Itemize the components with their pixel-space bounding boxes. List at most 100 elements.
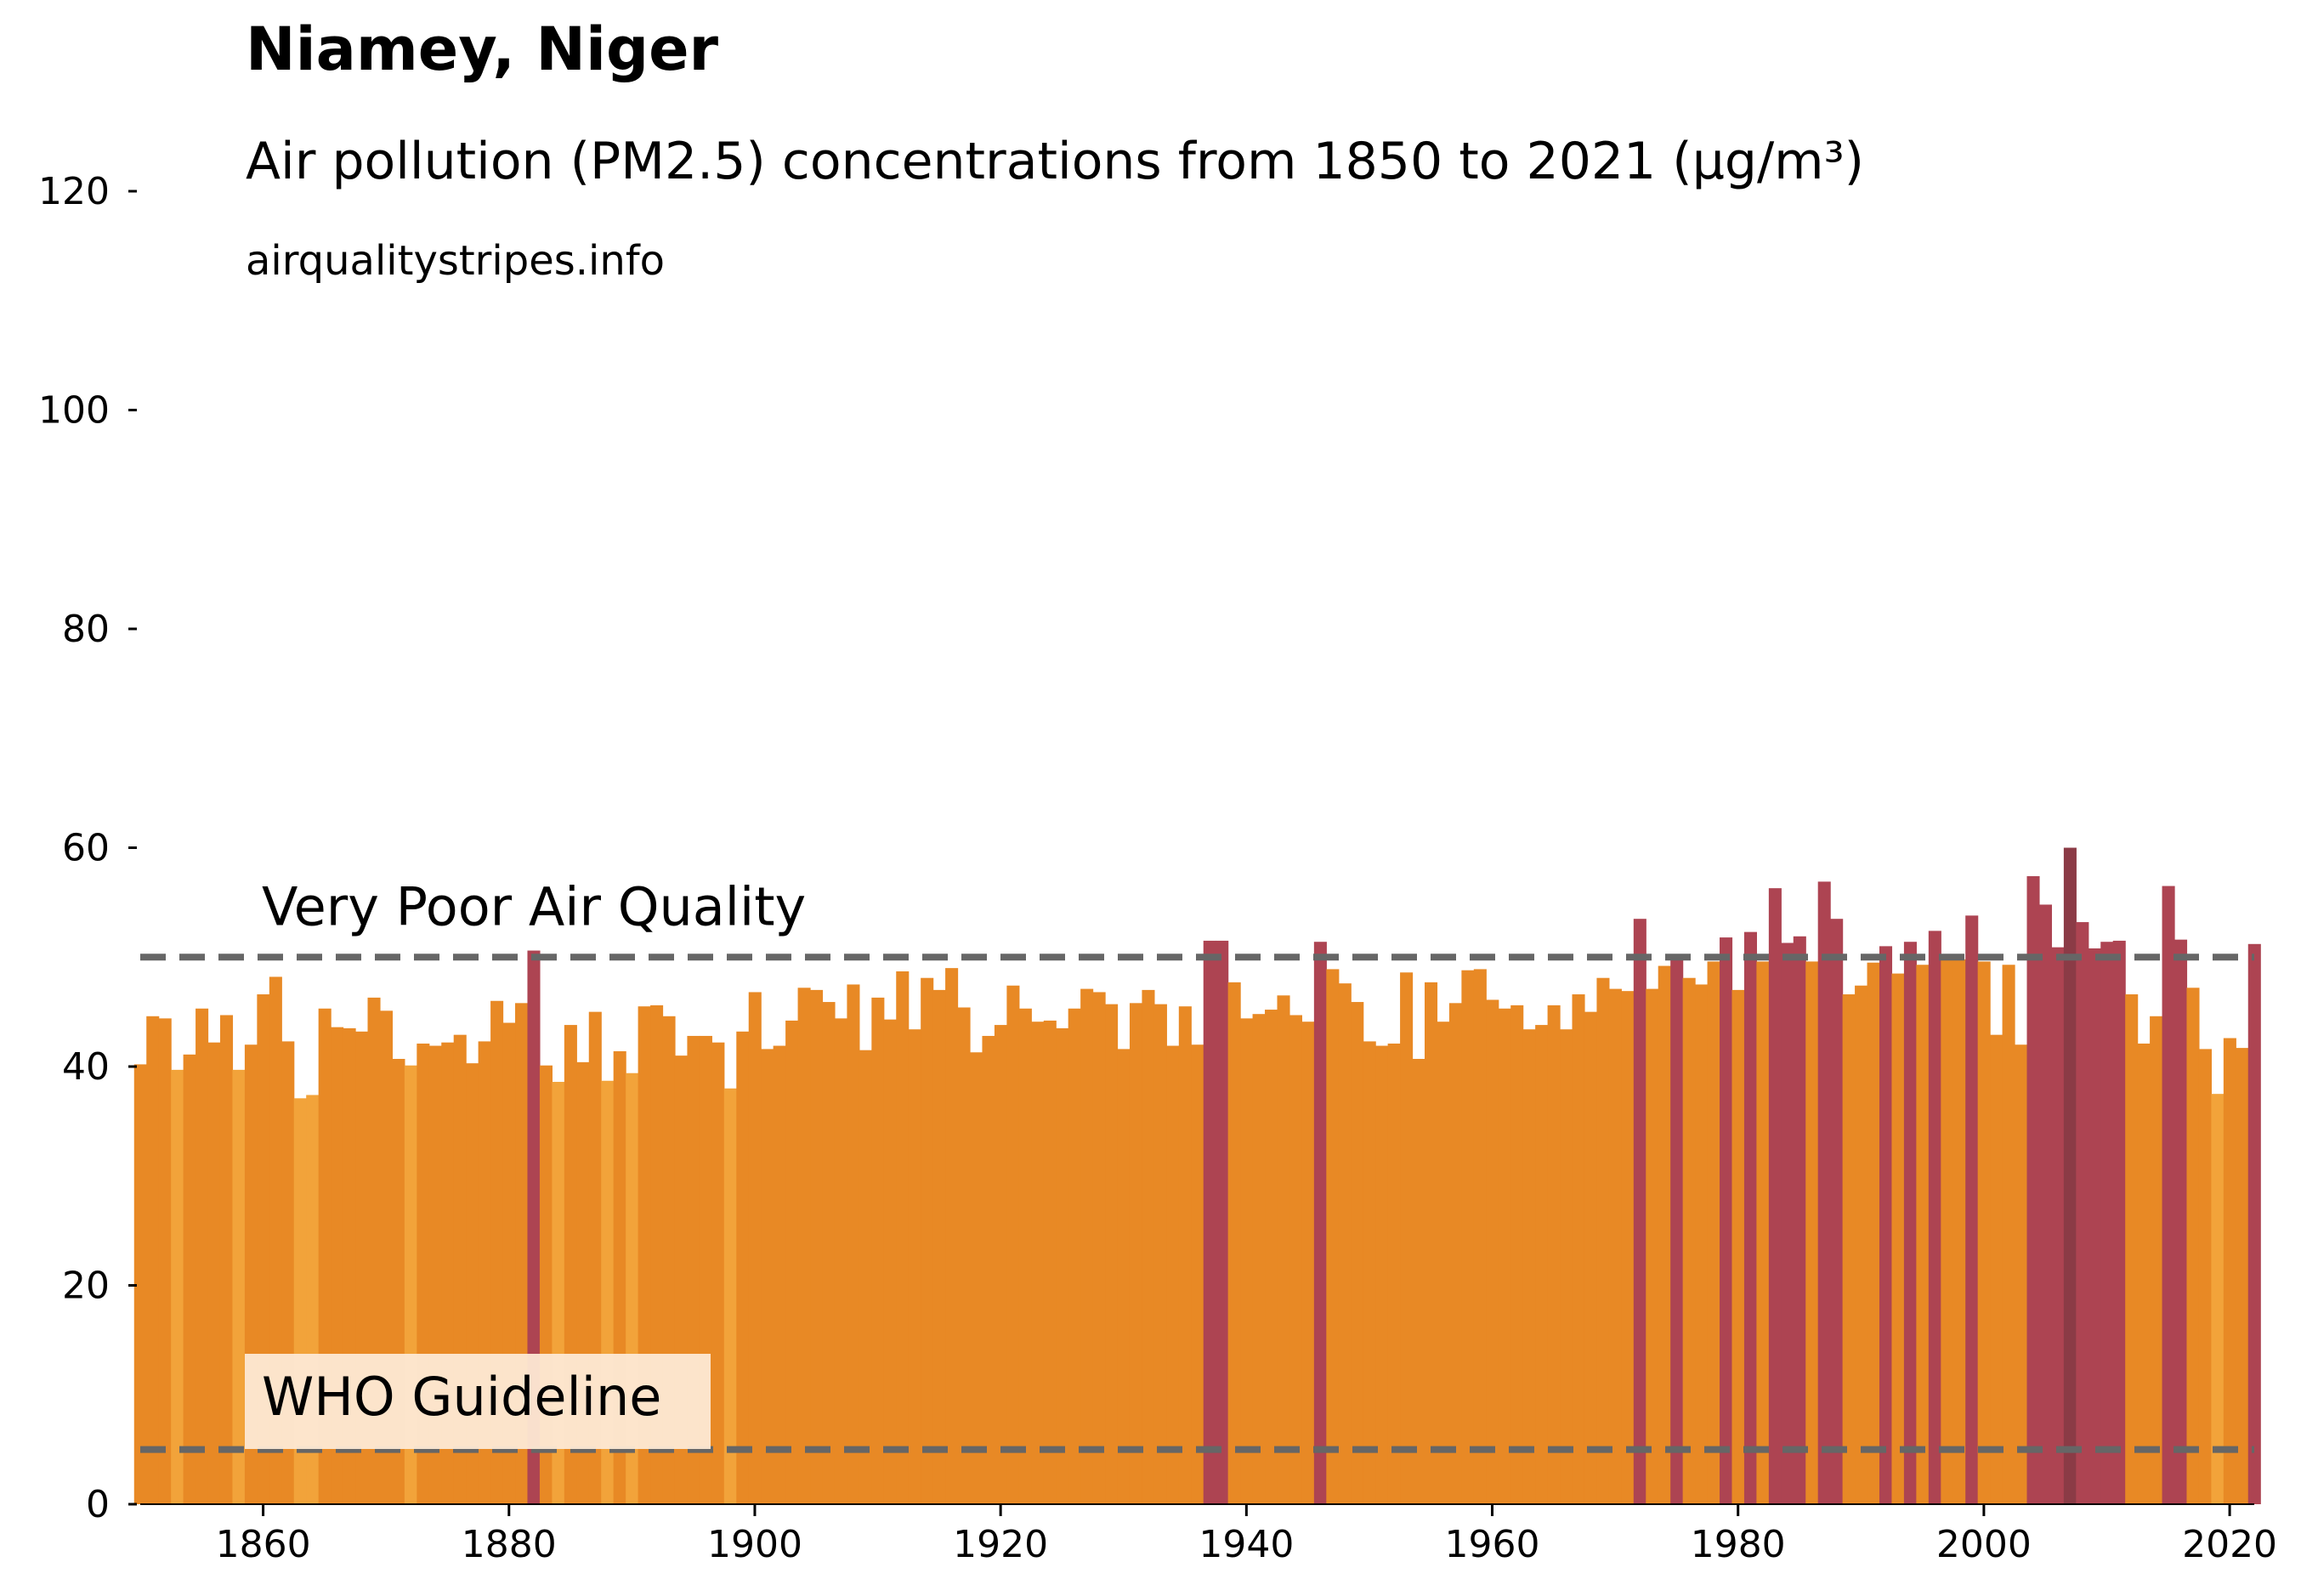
bar-1931 [1129, 1003, 1143, 1504]
bar-1975 [1670, 958, 1684, 1504]
bar-1946 [1313, 942, 1327, 1504]
bar-2020 [2223, 1038, 2236, 1504]
bar-1968 [1584, 1011, 1598, 1505]
bar-1919 [982, 1035, 995, 1504]
bar-1994 [1903, 942, 1917, 1504]
bar-2001 [1990, 1034, 2003, 1504]
y-tick-label-20: 20 [62, 1265, 110, 1308]
bar-2006 [2051, 947, 2065, 1504]
bar-1910 [871, 997, 885, 1504]
x-tick-label-1960: 1960 [1445, 1523, 1540, 1566]
bar-2019 [2211, 1094, 2224, 1504]
bar-1898 [723, 1088, 737, 1504]
bar-1857 [219, 1015, 234, 1504]
bar-2003 [2015, 1044, 2028, 1504]
bar-1937 [1203, 940, 1216, 1504]
bar-2011 [2112, 940, 2126, 1504]
bar-1973 [1646, 988, 1659, 1504]
x-tick-label-1880: 1880 [462, 1523, 557, 1566]
bar-2012 [2125, 994, 2139, 1504]
bar-1967 [1572, 994, 1585, 1504]
bar-1927 [1080, 988, 1094, 1504]
who-label: WHO Guideline [262, 1366, 661, 1428]
bar-1935 [1178, 1006, 1192, 1504]
who-label-box [245, 1354, 711, 1449]
bar-1907 [834, 1018, 848, 1504]
bar-1981 [1743, 931, 1757, 1504]
axes-layer: 0 20 40 60 80 100 120 1860 1880 1900 1920 1940 1960 1… [38, 170, 2277, 1566]
bar-2010 [2100, 942, 2114, 1504]
bar-1933 [1153, 1004, 1167, 1504]
bar-1963 [1522, 1029, 1536, 1504]
bar-1906 [822, 1002, 836, 1504]
x-tick-label-2000: 2000 [1936, 1523, 2032, 1566]
bar-1918 [970, 1052, 983, 1504]
bar-1955 [1425, 982, 1438, 1504]
y-tick-label-80: 80 [62, 608, 110, 651]
x-tick-label-2020: 2020 [2182, 1523, 2277, 1566]
bar-1917 [957, 1007, 971, 1504]
bar-1936 [1191, 1044, 1204, 1504]
bar-1996 [1928, 931, 1941, 1504]
bar-1977 [1695, 984, 1709, 1504]
bar-1903 [785, 1020, 799, 1504]
bar-1911 [883, 1019, 897, 1504]
bar-1982 [1756, 961, 1770, 1504]
bar-2022 [2247, 943, 2261, 1504]
bar-1966 [1560, 1029, 1573, 1504]
bar-1899 [736, 1031, 750, 1504]
bar-1851 [146, 1016, 160, 1504]
bar-1926 [1068, 1008, 1081, 1504]
bar-1949 [1351, 1002, 1364, 1504]
bar-1998 [1952, 959, 1966, 1504]
very-poor-label: Very Poor Air Quality [262, 875, 806, 937]
bar-1858 [232, 1069, 246, 1504]
bar-1951 [1375, 1045, 1389, 1504]
bar-1855 [196, 1008, 209, 1504]
bar-1856 [207, 1042, 221, 1504]
bar-2005 [2038, 904, 2053, 1504]
bar-1904 [797, 988, 811, 1504]
source-label: airqualitystripes.info [246, 237, 665, 285]
y-tick-label-40: 40 [62, 1045, 110, 1089]
bar-1942 [1265, 1010, 1278, 1504]
bar-1924 [1043, 1020, 1057, 1504]
bar-1928 [1092, 992, 1106, 1504]
bar-1979 [1720, 937, 1733, 1504]
bar-1940 [1240, 1018, 1254, 1504]
bar-1921 [1006, 985, 1020, 1504]
bar-1912 [896, 971, 910, 1504]
x-tick-label-1900: 1900 [707, 1523, 802, 1566]
bar-1992 [1879, 946, 1893, 1505]
bar-1965 [1547, 1005, 1561, 1504]
bar-1853 [171, 1069, 184, 1504]
bar-1854 [183, 1054, 196, 1504]
bar-1913 [908, 1029, 921, 1504]
bar-2021 [2236, 1048, 2249, 1504]
bar-1950 [1363, 1041, 1376, 1504]
bar-2018 [2198, 1049, 2212, 1504]
bar-1944 [1289, 1015, 1302, 1504]
bar-1958 [1461, 970, 1475, 1504]
bar-1934 [1166, 1045, 1180, 1504]
bar-2009 [2088, 948, 2101, 1504]
bar-2008 [2076, 922, 2089, 1504]
bar-1959 [1473, 969, 1487, 1504]
bar-1995 [1916, 965, 1930, 1504]
bar-1971 [1621, 991, 1635, 1504]
bar-1915 [932, 989, 946, 1505]
bar-1923 [1031, 1022, 1045, 1504]
bar-1961 [1498, 1008, 1511, 1504]
bar-1964 [1535, 1025, 1549, 1504]
bar-2017 [2186, 988, 2200, 1504]
x-tick-label-1940: 1940 [1199, 1523, 1294, 1566]
bar-1986 [1805, 961, 1819, 1504]
bar-1953 [1400, 972, 1414, 1504]
bar-1984 [1781, 942, 1794, 1504]
bar-1988 [1830, 919, 1844, 1504]
y-tick-label-120: 120 [38, 170, 110, 213]
bar-1905 [810, 989, 824, 1505]
y-tick-label-60: 60 [62, 827, 110, 870]
